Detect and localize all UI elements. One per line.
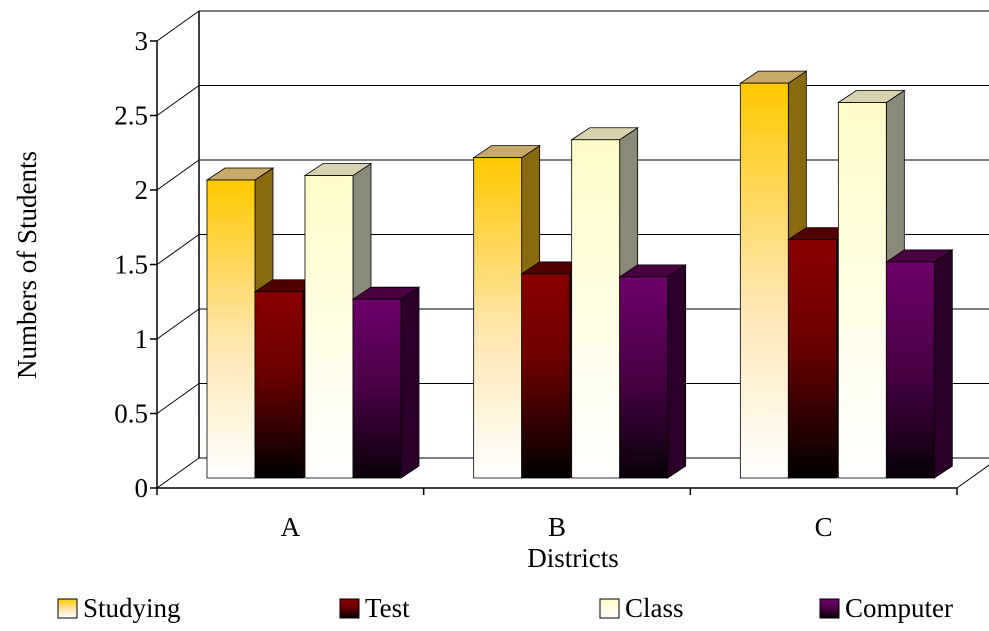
grid-diagonal: [156, 10, 200, 42]
legend-swatch-test: [339, 598, 360, 619]
x-tick-label: B: [548, 512, 566, 542]
legend-label-class: Class: [625, 593, 684, 623]
legend-label-test: Test: [365, 593, 410, 623]
grid-diagonal: [156, 383, 200, 414]
grid-diagonal: [156, 308, 200, 340]
y-axis-title: Numbers of Students: [12, 151, 42, 379]
legend-swatch-computer: [819, 598, 840, 619]
floor-right-edge: [956, 464, 989, 489]
legend-label-computer: Computer: [845, 593, 953, 623]
bar-computer-b: [618, 264, 687, 479]
bar-computer-a: [351, 286, 421, 479]
legend-swatch-class: [599, 598, 620, 619]
y-tick-label: 1: [135, 324, 149, 354]
x-tick-labels: A B C: [281, 512, 833, 542]
grid-diagonal: [156, 159, 200, 191]
y-tick-label: 2: [135, 175, 149, 205]
bar-computer-c: [885, 249, 954, 479]
y-tick-label: 1.5: [114, 250, 148, 280]
grid-diagonal: [156, 85, 200, 116]
x-axis-title: Districts: [527, 543, 619, 573]
y-tick-labels: 0 0.5 1 1.5 2 2.5 3: [114, 26, 148, 503]
y-tick-label: 0.5: [114, 399, 148, 429]
y-tick-label: 2.5: [114, 101, 148, 131]
x-tick-label: C: [815, 512, 833, 542]
legend: Studying Test Class Computer: [57, 593, 953, 623]
legend-swatch-studying: [57, 598, 78, 619]
y-tick-label: 0: [135, 473, 149, 503]
grid-diagonal: [156, 457, 200, 489]
y-tick-label: 3: [135, 26, 149, 56]
bars: [205, 70, 954, 479]
grid-diagonal: [156, 234, 200, 265]
legend-label-studying: Studying: [83, 593, 181, 623]
x-tick-label: A: [281, 512, 301, 542]
